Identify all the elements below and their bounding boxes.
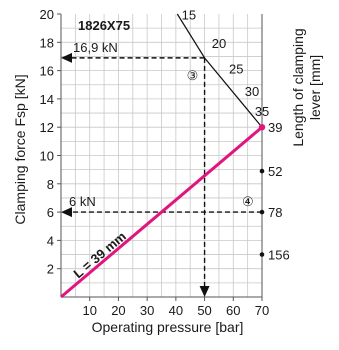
x-tick-label: 20 (111, 303, 125, 318)
y-tick-label: 4 (47, 233, 54, 248)
pressure-arrowhead (199, 286, 210, 297)
x-tick-label: 30 (140, 303, 154, 318)
y-tick-label: 20 (40, 7, 54, 22)
y-tick-label: 10 (40, 149, 54, 164)
y-tick-label: 12 (40, 120, 54, 135)
boundary-lever-label: 30 (245, 84, 259, 99)
force-example-label: 6 kN (69, 194, 96, 209)
right-lever-label: 39 (268, 120, 282, 135)
y-tick-label: 6 (47, 205, 54, 220)
right-axis-dot (259, 168, 265, 174)
x-tick-label: 40 (169, 303, 183, 318)
y-tick-label: 16 (40, 64, 54, 79)
plot-area (60, 13, 266, 299)
right-axis-label-line2: lever [mm] (307, 55, 323, 120)
y-tick-label: 2 (47, 262, 54, 277)
boundary-lever-label: 15 (182, 8, 196, 23)
boundary-lever-label: 25 (229, 61, 243, 76)
right-lever-label: 52 (268, 164, 282, 179)
boundary-lever-label: 35 (255, 104, 269, 119)
x-tick-label: 10 (82, 303, 96, 318)
force-max-arrowhead (61, 52, 72, 63)
x-axis-label: Operating pressure [bar] (92, 319, 244, 335)
marker-4-label: ④ (242, 194, 254, 209)
right-lever-label: 78 (268, 205, 282, 220)
labels: 2 4 6 8 10 12 14 16 18 20 10 20 30 40 50 60 70 Operating … (12, 7, 323, 335)
y-tick-label: 18 (40, 35, 54, 50)
right-axis-dot (259, 252, 265, 257)
right-axis-label-line1: Length of clamping (290, 28, 306, 146)
x-tick-label: 70 (255, 303, 269, 318)
marker-3-label: ③ (187, 68, 199, 83)
force-example-arrowhead (61, 207, 72, 218)
x-tick-label: 50 (197, 303, 211, 318)
boundary-lever-label: 20 (212, 36, 226, 51)
right-lever-label: 156 (268, 248, 290, 263)
series-line (60, 126, 263, 299)
right-axis-dot (259, 209, 265, 215)
x-tick-label: 60 (226, 303, 240, 318)
y-axis-label: Clamping force Fsp [kN] (12, 74, 28, 224)
series-end-dot (258, 124, 266, 131)
chart-title: 1826X75 (78, 18, 130, 33)
y-tick-label: 8 (47, 177, 54, 192)
y-tick-label: 14 (40, 92, 54, 107)
force-max-label: 16,9 kN (73, 40, 118, 55)
